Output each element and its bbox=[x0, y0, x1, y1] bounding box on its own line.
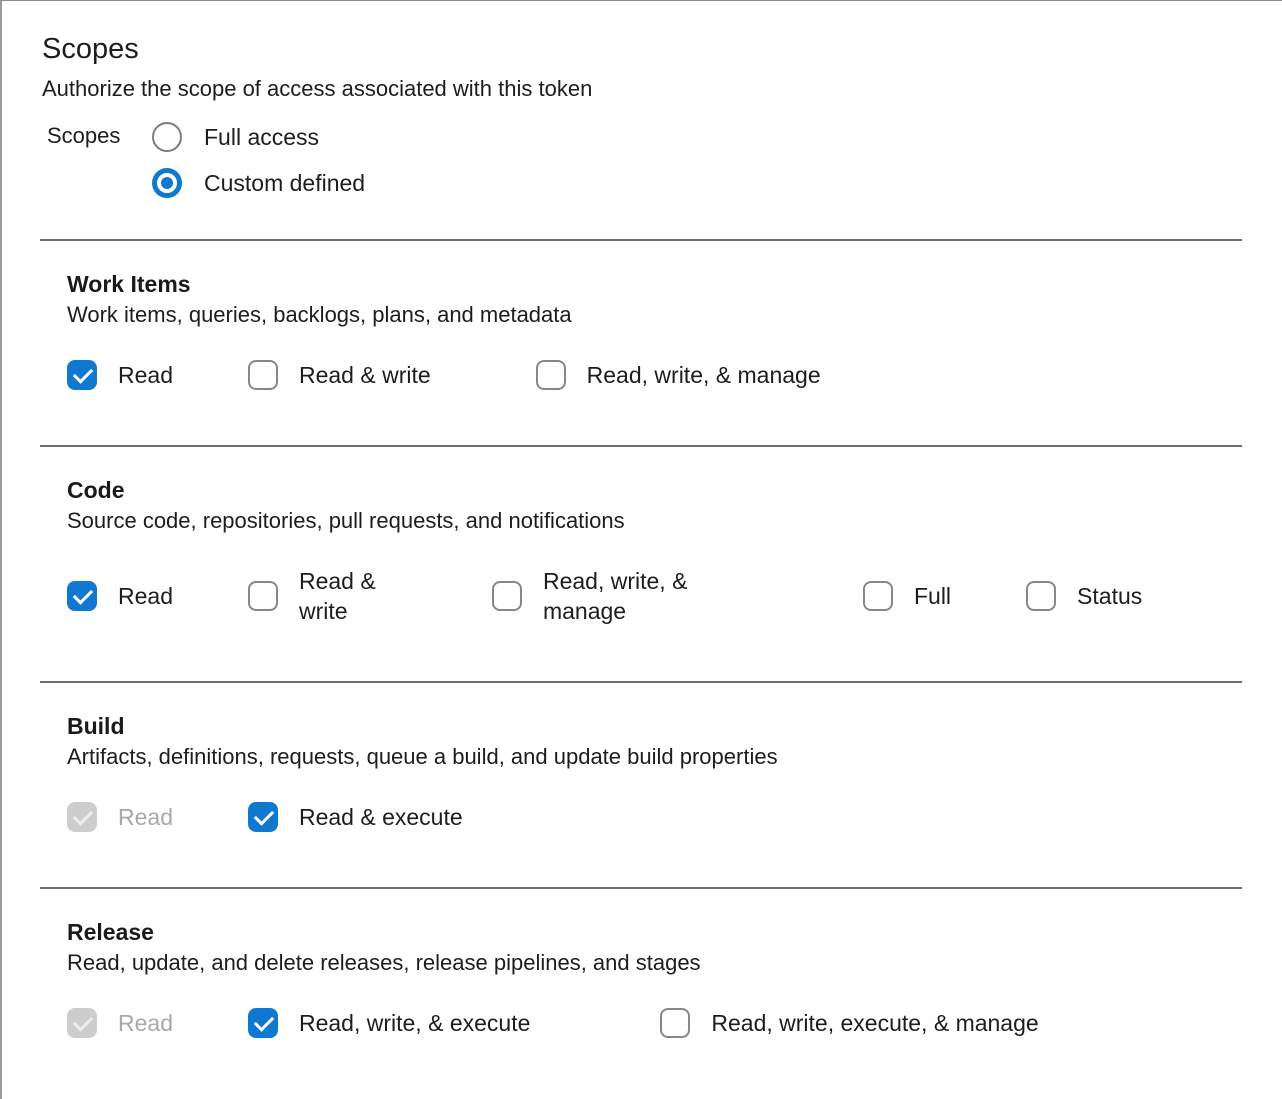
scope-option-work-items-read-write[interactable]: Read & write bbox=[247, 360, 431, 390]
scope-option-build-read-execute[interactable]: Read & execute bbox=[247, 802, 463, 832]
checkbox[interactable] bbox=[247, 581, 278, 611]
radio-label: Full access bbox=[204, 123, 320, 150]
section-description: Read, update, and delete releases, relea… bbox=[67, 950, 701, 975]
scopes-radio-group: Scopes Full access Custom defined bbox=[47, 114, 1282, 206]
section-title: Work Items bbox=[67, 271, 191, 297]
scope-sections: Work Items Work items, queries, backlogs… bbox=[0, 239, 1282, 1093]
section-options-row: Read Read & write Read, write, & manage … bbox=[67, 566, 1242, 681]
scope-option-code-read-write[interactable]: Read & write bbox=[247, 566, 417, 626]
section-description: Work items, queries, backlogs, plans, an… bbox=[67, 302, 572, 327]
radio-label: Custom defined bbox=[204, 169, 366, 196]
checkbox[interactable] bbox=[535, 360, 566, 390]
checkbox-label: Read, write, execute, & manage bbox=[711, 1010, 1039, 1036]
radio-dot-icon[interactable] bbox=[152, 168, 182, 198]
radio-unselected-icon[interactable] bbox=[152, 122, 182, 152]
checkbox[interactable] bbox=[491, 581, 522, 611]
checkbox-label: Status bbox=[1077, 583, 1143, 609]
checkbox-label: Read bbox=[118, 362, 173, 388]
checkbox-label: Read bbox=[118, 1010, 173, 1036]
checkmark-icon[interactable] bbox=[247, 802, 278, 832]
scope-option-build-read: Read bbox=[67, 802, 173, 832]
checkbox-label: Full bbox=[913, 583, 952, 609]
radio-option-full-access[interactable]: Full access bbox=[152, 114, 365, 160]
checkbox-label: Read & write bbox=[298, 568, 376, 624]
scope-option-release-read: Read bbox=[67, 1008, 173, 1038]
section-options-row: Read Read & write Read, write, & manage bbox=[67, 360, 1242, 445]
scope-section-release: Release Read, update, and delete release… bbox=[40, 887, 1242, 1093]
checkbox-label: Read bbox=[118, 583, 173, 609]
scope-option-work-items-read-write-manage[interactable]: Read, write, & manage bbox=[535, 360, 821, 390]
page-title: Scopes bbox=[42, 33, 139, 65]
section-title: Release bbox=[67, 919, 154, 945]
checkmark-icon[interactable] bbox=[67, 581, 97, 611]
radio-group-label: Scopes bbox=[47, 123, 121, 148]
section-title: Build bbox=[67, 713, 125, 739]
scope-option-release-read-write-execute-manage[interactable]: Read, write, execute, & manage bbox=[660, 1008, 1039, 1038]
scope-option-work-items-read[interactable]: Read bbox=[67, 360, 173, 390]
scope-option-code-read[interactable]: Read bbox=[67, 581, 173, 611]
checkbox-label: Read, write, & execute bbox=[298, 1010, 531, 1036]
checkbox[interactable] bbox=[247, 360, 278, 390]
page-subtitle: Authorize the scope of access associated… bbox=[42, 76, 593, 101]
checkbox-label: Read & write bbox=[298, 362, 431, 388]
checkbox-label: Read & execute bbox=[298, 804, 463, 830]
scope-option-code-full[interactable]: Full bbox=[862, 581, 952, 611]
checkbox-label: Read bbox=[118, 804, 173, 830]
section-title: Code bbox=[67, 477, 125, 503]
checkbox[interactable] bbox=[1026, 581, 1057, 611]
section-options-row: Read Read & execute bbox=[67, 802, 1242, 887]
radio-options: Full access Custom defined bbox=[152, 114, 365, 206]
checkbox-label: Read, write, & manage bbox=[586, 362, 821, 388]
section-options-row: Read Read, write, & execute Read, write,… bbox=[67, 1008, 1242, 1093]
scope-section-build: Build Artifacts, definitions, requests, … bbox=[40, 681, 1242, 887]
section-description: Source code, repositories, pull requests… bbox=[67, 508, 625, 533]
scopes-intro: Scopes Authorize the scope of access ass… bbox=[0, 1, 1282, 239]
checkmark-icon bbox=[67, 802, 97, 832]
checkbox-label: Read, write, & manage bbox=[542, 568, 688, 624]
checkbox[interactable] bbox=[862, 581, 893, 611]
panel-left-border bbox=[0, 1, 2, 1099]
scope-section-code: Code Source code, repositories, pull req… bbox=[40, 445, 1242, 681]
scope-option-code-read-write-manage[interactable]: Read, write, & manage bbox=[491, 566, 743, 626]
scope-section-work-items: Work Items Work items, queries, backlogs… bbox=[40, 239, 1242, 445]
scope-option-code-status[interactable]: Status bbox=[1026, 581, 1142, 611]
checkmark-icon bbox=[67, 1008, 97, 1038]
radio-option-custom-defined[interactable]: Custom defined bbox=[152, 160, 365, 206]
checkmark-icon[interactable] bbox=[67, 360, 97, 390]
section-description: Artifacts, definitions, requests, queue … bbox=[67, 744, 778, 769]
checkmark-icon[interactable] bbox=[247, 1008, 278, 1038]
scope-option-release-read-write-execute[interactable]: Read, write, & execute bbox=[247, 1008, 531, 1038]
checkbox[interactable] bbox=[660, 1008, 691, 1038]
